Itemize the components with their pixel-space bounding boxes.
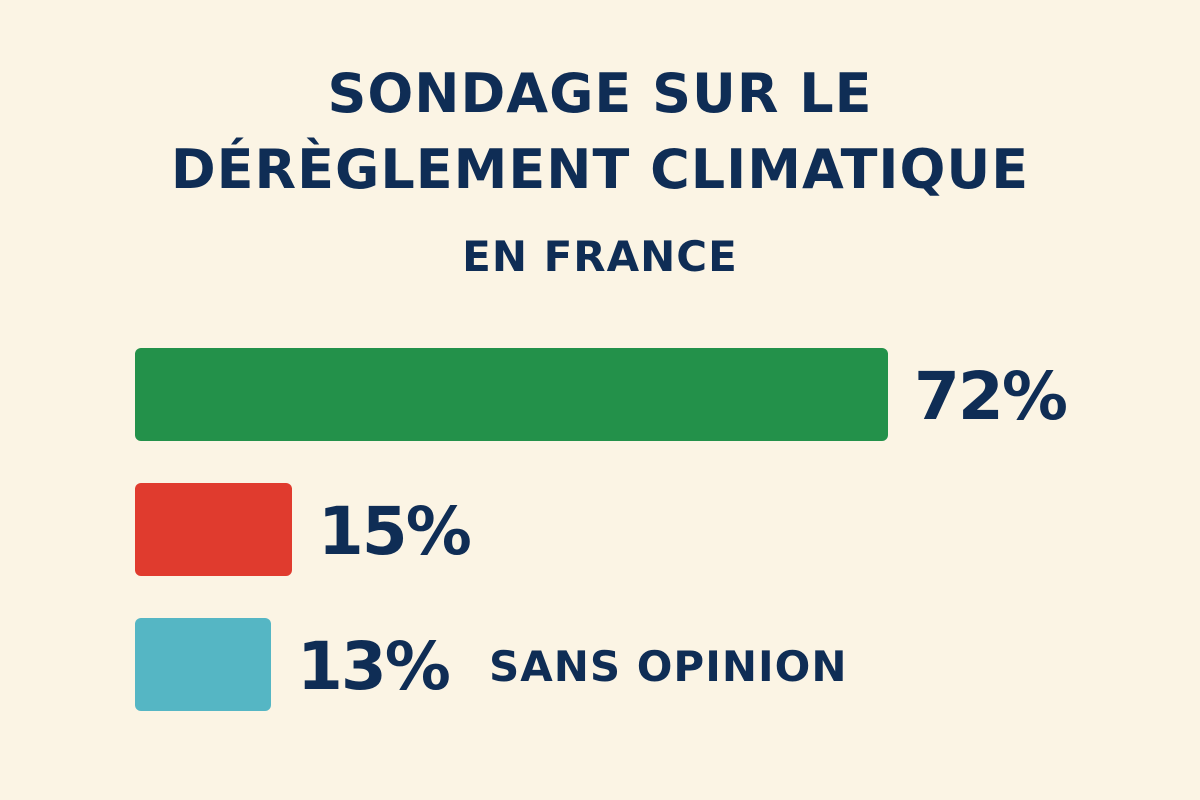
chart-subtitle: EN FRANCE <box>462 232 738 281</box>
bar-2 <box>135 618 271 711</box>
category-label-2: SANS OPINION <box>488 642 848 691</box>
chart-title-line-2: DÉRÈGLEMENT CLIMATIQUE <box>170 138 1030 201</box>
value-label-2: 13% <box>296 628 451 705</box>
value-label-1: 15% <box>317 493 472 570</box>
value-label-0: 72% <box>914 358 1068 435</box>
bar-0 <box>135 348 888 441</box>
bar-1 <box>135 483 292 576</box>
chart-title-line-1: SONDAGE SUR LE <box>327 62 873 125</box>
